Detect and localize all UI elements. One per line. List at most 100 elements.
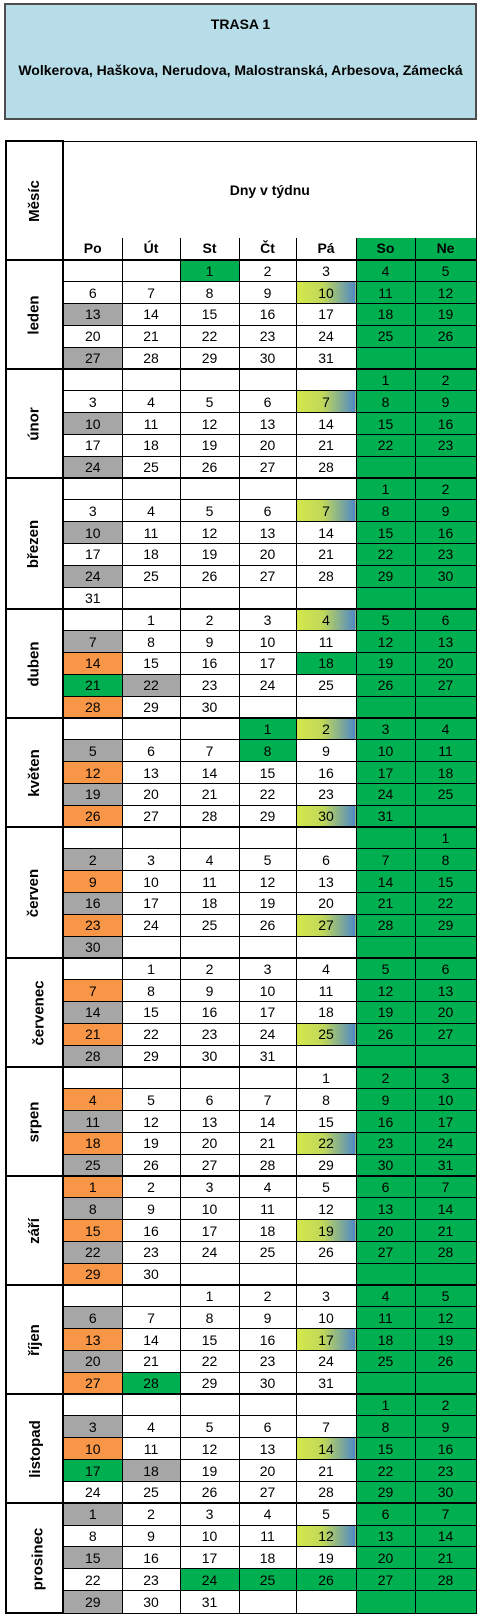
day-cell: 11: [121, 412, 181, 435]
day-cell: 6: [238, 390, 297, 414]
day-cell: 20: [238, 542, 297, 566]
week-row: listopad 1 2: [5, 1393, 477, 1505]
day-cell: [355, 1044, 416, 1068]
day-cell: 3: [179, 1175, 240, 1199]
day-cell: [238, 1589, 297, 1614]
day-cell: 23: [179, 1022, 240, 1046]
day-cell: 15: [179, 303, 240, 326]
day-cell: [355, 826, 416, 850]
day-cell: 9: [62, 870, 123, 893]
week-row: prosinec 1 2 3 4 5 6 7: [5, 1502, 477, 1614]
day-cell: 26: [355, 1022, 416, 1046]
day-cell: [295, 826, 357, 850]
day-cell: 14: [295, 1437, 357, 1461]
day-cell: 5: [295, 1175, 357, 1199]
day-cell: 31: [414, 1153, 477, 1177]
day-cell: 9: [238, 281, 297, 305]
month-label-cell: říjen: [5, 1284, 64, 1396]
day-cell: 5: [179, 1415, 240, 1439]
day-cell: [179, 367, 240, 392]
day-cell: 15: [121, 652, 181, 675]
day-cell: [355, 586, 416, 610]
day-cell: 17: [414, 1110, 477, 1133]
month-name: duben: [25, 641, 43, 687]
day-cell: 15: [355, 521, 416, 544]
day-cell: 19: [414, 1328, 477, 1352]
day-cell: 1: [414, 826, 477, 850]
day-cell: 1: [295, 1065, 357, 1090]
day-cell: 26: [295, 1568, 357, 1591]
day-cell: 13: [414, 630, 477, 654]
day-cell: 9: [414, 1415, 477, 1439]
day-cell: 22: [179, 1350, 240, 1373]
day-cell: 23: [295, 782, 357, 806]
month-name: srpen: [25, 1101, 43, 1143]
day-cell: [121, 935, 181, 959]
week-row: 11 12 13 14 15 16 17: [6, 1110, 477, 1133]
day-cell: [179, 716, 240, 741]
week-row: 7 8 9 10 11 12 13: [6, 979, 477, 1003]
day-header: St: [179, 237, 240, 261]
day-cell: 28: [238, 1153, 297, 1177]
day-cell: 29: [179, 346, 240, 370]
day-cell: 25: [238, 1568, 297, 1591]
day-cell: 31: [295, 1371, 357, 1395]
day-cell: 30: [179, 1044, 240, 1068]
week-row: 8 9 10 11 12 13 14: [6, 1524, 477, 1548]
month-name: leden: [25, 295, 43, 335]
day-cell: 25: [62, 1153, 123, 1177]
day-cell: 16: [238, 1328, 297, 1352]
day-cell: 12: [355, 630, 416, 654]
day-cell: 10: [238, 630, 297, 654]
day-cell: 21: [238, 1131, 297, 1155]
day-cell: 7: [414, 1175, 477, 1199]
day-cell: 26: [179, 1480, 240, 1504]
week-row: únor 1 2: [5, 367, 477, 480]
day-cell: 29: [414, 913, 477, 937]
day-cell: 28: [295, 564, 357, 588]
day-cell: 6: [355, 1175, 416, 1199]
day-cell: 6: [62, 281, 123, 305]
day-cell: 11: [295, 979, 357, 1003]
day-cell: 14: [62, 652, 123, 675]
week-row: 31: [6, 586, 477, 610]
day-cell: 10: [121, 870, 181, 893]
day-cell: 10: [414, 1088, 477, 1112]
week-row: říjen 1 2 3 4 5: [5, 1284, 477, 1396]
day-cell: 16: [238, 303, 297, 326]
day-cell: 25: [121, 1480, 181, 1504]
week-row: 18 19 20 21 22 23 24: [6, 1131, 477, 1155]
day-cell: 10: [238, 979, 297, 1003]
day-cell: [62, 826, 123, 850]
week-row: září 1 2 3 4 5 6 7: [5, 1175, 477, 1287]
day-cell: 4: [414, 716, 477, 741]
month-label-cell: září: [5, 1175, 64, 1287]
day-cell: 29: [355, 1480, 416, 1504]
day-cell: 20: [238, 433, 297, 457]
day-cell: 25: [355, 1350, 416, 1373]
day-cell: [238, 367, 297, 392]
day-cell: [238, 586, 297, 610]
day-cell: 19: [414, 303, 477, 326]
day-cell: [121, 258, 181, 283]
day-cell: 16: [121, 1219, 181, 1242]
day-cell: [355, 935, 416, 959]
day-cell: 9: [121, 1197, 181, 1221]
day-cell: 17: [295, 1328, 357, 1352]
day-cell: [355, 346, 416, 370]
day-cell: 1: [238, 716, 297, 741]
day-cell: 22: [295, 1131, 357, 1155]
day-cell: 6: [414, 956, 477, 981]
week-row: 13 14 15 16 17 18 19: [6, 303, 477, 326]
day-cell: 24: [355, 782, 416, 806]
week-row: 6 7 8 9 10 11 12: [6, 1306, 477, 1330]
day-cell: 28: [121, 1371, 181, 1395]
day-cell: [238, 1065, 297, 1090]
day-cell: 26: [179, 455, 240, 479]
day-cell: 14: [414, 1524, 477, 1548]
day-cell: 10: [295, 1306, 357, 1330]
day-cell: 29: [121, 1044, 181, 1068]
day-cell: 21: [414, 1546, 477, 1570]
week-row: 15 16 17 18 19 20 21: [6, 1546, 477, 1570]
